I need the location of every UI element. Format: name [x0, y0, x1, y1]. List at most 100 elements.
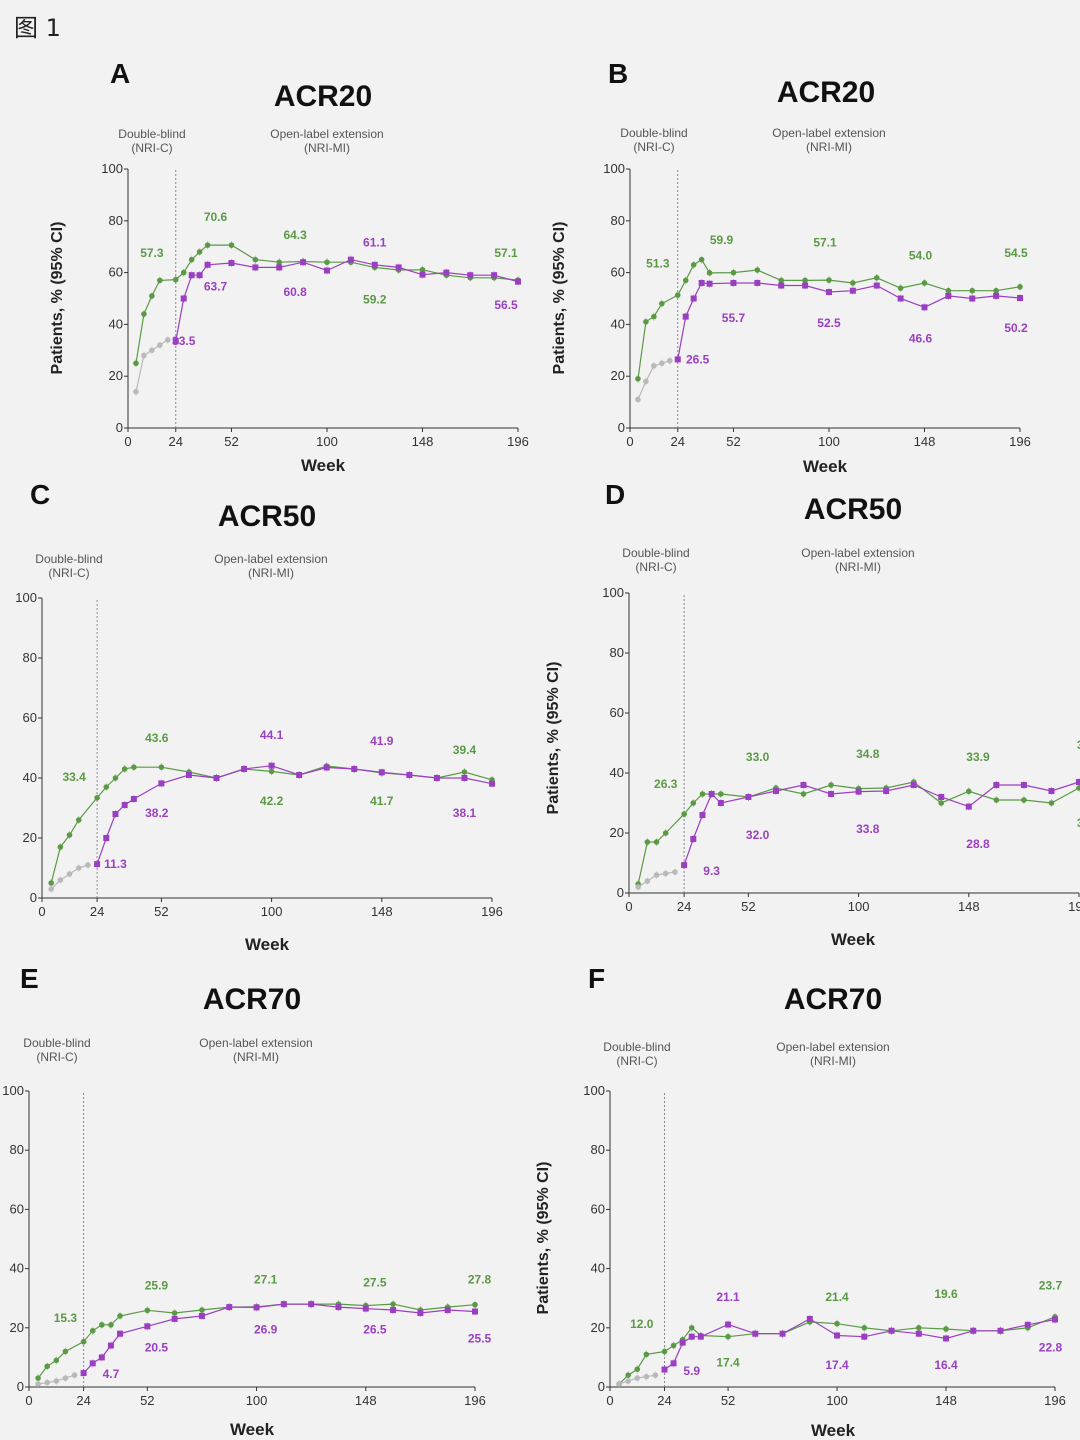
data-point: [94, 795, 100, 801]
data-point: [172, 276, 179, 283]
data-point: [323, 764, 330, 771]
data-point: [371, 261, 378, 268]
data-point: [472, 1301, 478, 1308]
y-tick-label: 100: [603, 161, 625, 176]
data-point: [938, 800, 945, 806]
data-point: [681, 862, 688, 869]
data-point: [644, 839, 651, 845]
data-point: [643, 1351, 650, 1358]
data-point: [634, 1366, 641, 1373]
data-point: [228, 260, 235, 267]
x-axis-title: Week: [245, 935, 290, 954]
phase-label-open-label: Open-label extension (NRI-MI): [801, 546, 914, 574]
x-tick-label: 196: [481, 904, 503, 919]
data-point: [44, 1379, 51, 1386]
phase-label-line: Double-blind: [620, 126, 687, 140]
phase-label-line: Open-label extension: [199, 1036, 312, 1050]
data-point: [491, 272, 498, 279]
x-tick-label: 100: [826, 1393, 848, 1408]
data-point: [157, 342, 163, 348]
data-label: 41.9: [370, 734, 394, 748]
x-tick-label: 52: [224, 434, 238, 449]
series-line: [83, 1303, 476, 1374]
y-tick-label: 80: [611, 213, 625, 228]
x-tick-label: 148: [958, 899, 980, 914]
data-point: [75, 865, 82, 871]
y-tick-label: 20: [611, 368, 625, 383]
data-point: [188, 272, 195, 279]
data-point: [144, 1307, 151, 1314]
data-point: [308, 1301, 315, 1308]
data-point: [634, 1375, 641, 1381]
y-tick-label: 60: [610, 705, 624, 720]
x-tick-label: 100: [848, 899, 870, 914]
data-point: [107, 1342, 114, 1349]
data-label: 27.8: [468, 1272, 492, 1286]
data-point: [910, 782, 917, 788]
data-point: [674, 292, 681, 298]
x-axis-title: Week: [301, 456, 346, 475]
phase-label-double-blind: Double-blind (NRI-C): [23, 1036, 90, 1064]
x-tick-label: 52: [721, 1393, 735, 1408]
data-point: [888, 1327, 895, 1334]
data-point: [131, 764, 137, 770]
data-point: [228, 242, 235, 248]
y-tick-label: 60: [10, 1201, 24, 1216]
data-point: [390, 1307, 397, 1314]
data-point: [625, 1372, 631, 1378]
phase-label-line: Open-label extension: [214, 552, 327, 566]
data-point: [688, 1325, 695, 1331]
x-axis-title: Week: [831, 930, 876, 949]
data-point: [997, 1327, 1004, 1334]
y-tick-label: 20: [591, 1320, 605, 1335]
data-point: [849, 287, 856, 294]
data-label: 38.2: [145, 806, 169, 820]
data-point: [659, 300, 665, 307]
data-point: [666, 357, 673, 364]
data-label: 61.1: [363, 236, 387, 250]
data-point: [698, 256, 705, 263]
data-point: [323, 267, 330, 274]
x-tick-label: 148: [412, 434, 434, 449]
phase-label-double-blind: Double-blind (NRI-C): [35, 552, 102, 580]
data-point: [66, 832, 73, 838]
x-tick-label: 24: [90, 904, 104, 919]
phase-label-open-label: Open-label extension (NRI-MI): [214, 552, 327, 580]
x-tick-label: 100: [316, 434, 338, 449]
phase-label-line: (NRI-MI): [806, 140, 852, 154]
series-purple: [80, 1300, 478, 1378]
data-point: [883, 788, 890, 794]
series-green: [133, 241, 521, 368]
data-label: 37: [1077, 738, 1080, 752]
y-tick-label: 100: [101, 161, 123, 176]
y-tick-label: 100: [602, 585, 624, 600]
data-point: [993, 292, 1000, 299]
panel-title: ACR70: [784, 983, 882, 1016]
data-point: [690, 836, 697, 842]
data-point: [945, 287, 952, 294]
data-point: [969, 295, 976, 302]
y-tick-label: 80: [10, 1142, 24, 1157]
data-point: [943, 1335, 950, 1342]
data-point: [800, 782, 807, 788]
data-point: [861, 1333, 868, 1340]
data-point: [825, 289, 832, 296]
data-label: 4.7: [103, 1367, 120, 1381]
data-point: [745, 794, 752, 800]
panel-letter: D: [605, 479, 625, 510]
phase-label-line: Double-blind: [35, 552, 102, 566]
data-point: [112, 811, 119, 817]
phase-label-open-label: Open-label extension (NRI-MI): [776, 1040, 889, 1068]
data-label: 23.7: [1039, 1278, 1063, 1292]
phase-label-line: Open-label extension: [270, 127, 383, 141]
chart-panel-e: E ACR70 Double-blind (NRI-C) Open-label exte…: [2, 963, 491, 1439]
data-point: [53, 1378, 60, 1384]
data-point: [141, 352, 147, 359]
x-tick-label: 24: [657, 1393, 671, 1408]
phase-label-line: (NRI-C): [131, 141, 172, 155]
data-point: [133, 388, 139, 395]
data-point: [35, 1375, 41, 1381]
series-grey: [35, 1371, 78, 1389]
data-point: [296, 772, 303, 778]
data-point: [226, 1304, 233, 1311]
